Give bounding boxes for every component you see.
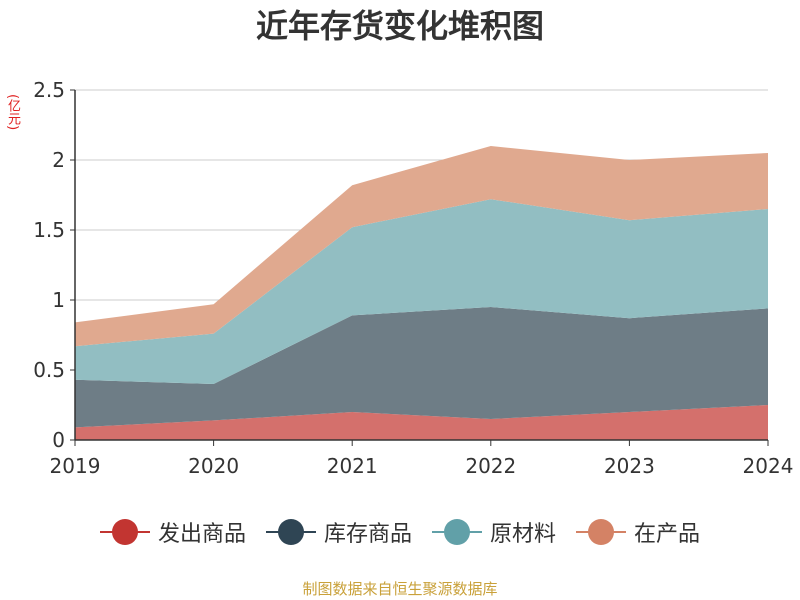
legend-item[interactable]: 库存商品 xyxy=(265,516,412,548)
x-tick-label: 2024 xyxy=(743,454,794,478)
legend-label: 在产品 xyxy=(634,522,701,547)
area-发出商品 xyxy=(75,405,768,440)
axes: 0 0.5 1 1.5 2 2.5 2019 2020 2021 2022 2023 2024 xyxy=(33,78,793,478)
y-tick-label: 0 xyxy=(52,428,65,452)
legend-marker xyxy=(99,517,150,547)
y-tick-label: 2 xyxy=(52,148,65,172)
legend-marker xyxy=(576,517,627,547)
y-tick-label: 0.5 xyxy=(33,358,65,382)
y-tick-label: 2.5 xyxy=(33,78,65,102)
y-tick-label: 1 xyxy=(52,288,65,312)
x-tick-label: 2020 xyxy=(188,454,239,478)
legend-marker xyxy=(432,517,482,547)
area-原材料 xyxy=(75,199,768,384)
data-source-note: 制图数据来自恒生聚源数据库 xyxy=(302,580,498,598)
legend-dot xyxy=(588,519,615,545)
area-在产品 xyxy=(75,146,768,347)
chart-title: 近年存货变化堆积图 xyxy=(255,7,544,45)
x-tick-label: 2019 xyxy=(50,454,101,478)
legend-item[interactable]: 发出商品 xyxy=(99,516,246,548)
x-tick-label: 2023 xyxy=(604,454,655,478)
legend-item[interactable]: 在产品 xyxy=(576,516,700,548)
legend-label: 原材料 xyxy=(490,522,557,547)
y-axis-unit-label: (亿元) xyxy=(5,94,20,131)
legend-dot xyxy=(277,519,304,545)
x-tick-label: 2022 xyxy=(465,454,516,478)
legend-label: 库存商品 xyxy=(323,522,412,547)
area-series xyxy=(75,146,768,440)
legend-dot xyxy=(111,519,138,545)
area-库存商品 xyxy=(75,307,768,428)
legend-label: 发出商品 xyxy=(157,522,246,547)
legend: 发出商品 库存商品 原材料 在产品 xyxy=(0,516,800,548)
y-tick-label: 1.5 xyxy=(33,218,65,242)
x-tick-label: 2021 xyxy=(327,454,378,478)
legend-item[interactable]: 原材料 xyxy=(432,516,556,548)
legend-marker xyxy=(265,517,316,547)
legend-dot xyxy=(444,519,470,545)
